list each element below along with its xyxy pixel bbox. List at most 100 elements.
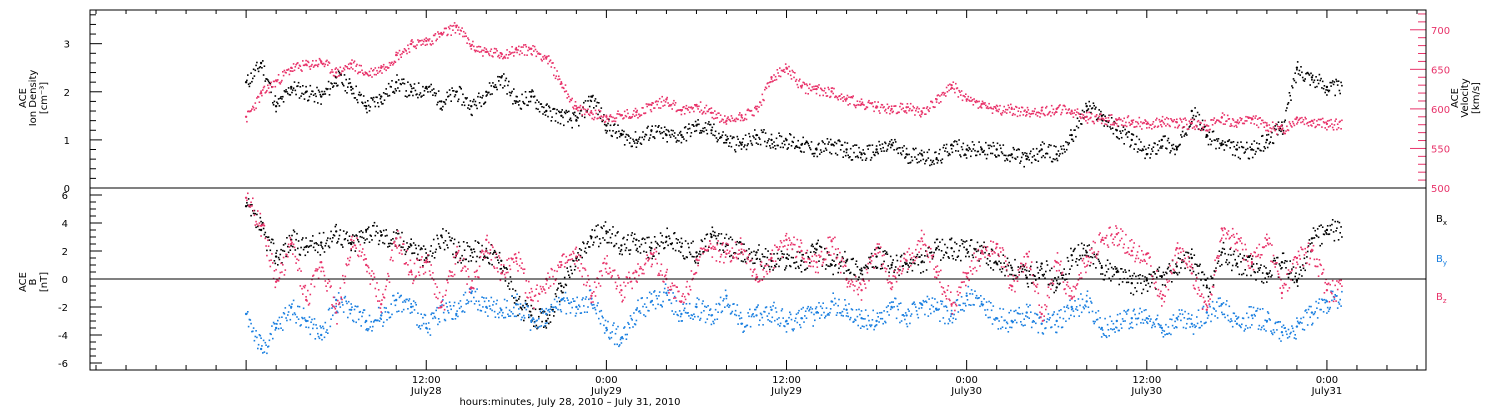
- density-point: [633, 142, 636, 144]
- density-point: [1296, 61, 1299, 63]
- by-point: [845, 315, 848, 317]
- bx-point: [1275, 263, 1277, 265]
- density-point: [1161, 147, 1163, 149]
- velocity-point: [571, 97, 573, 100]
- velocity-point: [657, 100, 659, 103]
- velocity-point: [548, 60, 551, 63]
- bx-point: [1262, 282, 1265, 284]
- bx-point: [1178, 271, 1181, 274]
- velocity-sample: [455, 24, 458, 27]
- density-point: [989, 144, 991, 147]
- velocity-point: [850, 96, 853, 98]
- density-point: [928, 148, 930, 151]
- velocity-point: [1098, 115, 1100, 118]
- by-point: [557, 308, 559, 311]
- density-point: [1052, 158, 1055, 160]
- density-sample: [605, 124, 608, 127]
- density-point: [796, 146, 799, 148]
- velocity-point: [1151, 123, 1154, 125]
- bx-point: [1199, 263, 1201, 266]
- density-point: [1276, 123, 1278, 126]
- bx-point: [954, 241, 956, 244]
- by-point: [303, 317, 306, 319]
- bx-point: [714, 231, 716, 234]
- bx-point: [819, 245, 821, 248]
- velocity-point: [1100, 113, 1102, 115]
- by-point: [633, 312, 635, 314]
- bx-point: [992, 269, 995, 271]
- bx-point: [668, 237, 671, 240]
- by-point: [544, 322, 547, 325]
- density-point: [331, 83, 333, 85]
- density-point: [1321, 87, 1323, 89]
- by-point: [361, 315, 363, 318]
- by-point: [346, 302, 348, 305]
- density-point: [1025, 152, 1028, 155]
- bx-point: [485, 247, 488, 250]
- by-point: [812, 325, 814, 327]
- velocity-point: [1219, 121, 1221, 123]
- bx-point: [1332, 231, 1335, 233]
- bx-point: [1040, 265, 1042, 268]
- by-point: [780, 309, 783, 312]
- velocity-point: [387, 66, 390, 69]
- by-sample: [770, 308, 773, 311]
- velocity-point: [307, 60, 309, 63]
- bx-point: [406, 242, 408, 244]
- density-point: [663, 130, 665, 133]
- velocity-point: [266, 89, 268, 92]
- velocity-point: [1339, 120, 1341, 123]
- velocity-point: [834, 96, 836, 99]
- velocity-point: [897, 111, 899, 113]
- velocity-point: [394, 61, 397, 63]
- density-point: [262, 60, 264, 62]
- by-point: [800, 308, 803, 310]
- bx-point: [915, 255, 918, 258]
- density-point: [544, 114, 547, 116]
- bx-point: [694, 262, 697, 264]
- density-point: [892, 141, 894, 144]
- density-point: [790, 145, 793, 147]
- density-point: [1118, 138, 1120, 140]
- bx-point: [638, 240, 640, 242]
- density-point: [606, 130, 608, 132]
- velocity-point: [375, 73, 377, 76]
- bx-point: [278, 258, 281, 261]
- velocity-point: [1081, 116, 1084, 119]
- bx-point: [575, 259, 578, 262]
- bx-point: [1163, 274, 1166, 276]
- density-axis-title: ACE Ion Density [cm⁻³]: [18, 70, 50, 127]
- density-point: [1288, 92, 1291, 94]
- bx-point: [1015, 274, 1017, 277]
- density-point: [874, 151, 877, 154]
- velocity-point: [267, 87, 270, 89]
- by-point: [618, 344, 621, 346]
- velocity-point: [1174, 126, 1176, 129]
- density-point: [330, 82, 332, 84]
- density-point: [1198, 113, 1201, 116]
- density-sample: [1220, 143, 1224, 146]
- velocity-point: [1194, 128, 1196, 131]
- velocity-point: [602, 116, 604, 119]
- velocity-point: [685, 104, 688, 107]
- by-point: [386, 319, 388, 321]
- bx-point: [467, 245, 469, 247]
- by-point: [777, 323, 779, 326]
- density-point: [956, 143, 959, 146]
- density-point: [480, 105, 483, 108]
- density-point: [497, 75, 499, 78]
- density-point: [834, 141, 836, 144]
- density-point: [984, 153, 986, 156]
- velocity-point: [986, 105, 989, 108]
- density-sample: [410, 90, 413, 94]
- by-point: [374, 319, 377, 321]
- density-point: [832, 143, 834, 146]
- by-point: [465, 303, 467, 305]
- bx-point: [284, 242, 287, 245]
- bx-point: [437, 237, 439, 240]
- by-point: [293, 312, 296, 314]
- by-point: [734, 313, 736, 316]
- velocity-point: [500, 55, 503, 58]
- velocity-point: [894, 105, 896, 107]
- density-tick-label: 3: [64, 40, 70, 51]
